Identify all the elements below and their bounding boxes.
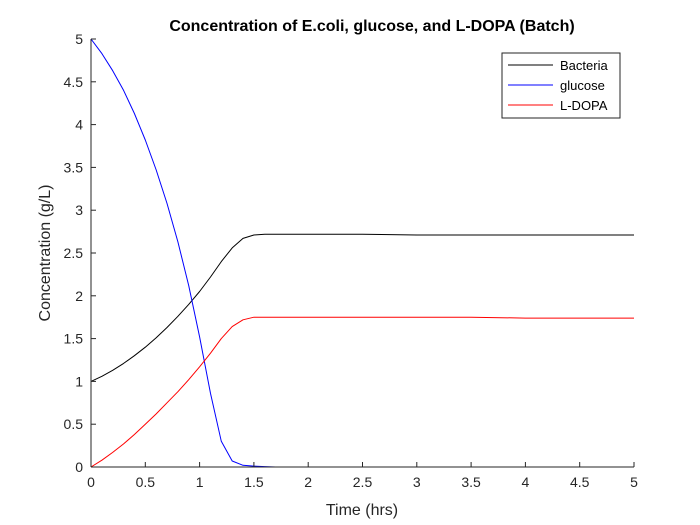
y-tick-label: 0 — [75, 459, 83, 475]
y-tick-label: 2 — [75, 288, 83, 304]
x-tick-label: 1.5 — [244, 474, 264, 490]
x-tick-label: 3 — [413, 474, 421, 490]
legend-label-bacteria: Bacteria — [560, 58, 608, 73]
y-tick-label: 1.5 — [64, 331, 84, 347]
y-axis-label: Concentration (g/L) — [37, 185, 54, 322]
y-tick-label: 2.5 — [64, 245, 84, 261]
x-tick-label: 2.5 — [353, 474, 373, 490]
legend-label-l-dopa: L-DOPA — [560, 98, 608, 113]
x-ticks: 0 0.5 1 1.5 2 2.5 3 3.5 4 4.5 5 — [87, 462, 638, 490]
x-axis-label: Time (hrs) — [326, 502, 398, 519]
series-line-l-dopa — [90, 316, 634, 468]
x-tick-label: 0.5 — [136, 474, 156, 490]
x-tick-label: 4.5 — [570, 474, 590, 490]
series-line-bacteria — [90, 233, 634, 382]
x-tick-label: 1 — [196, 474, 204, 490]
y-ticks: 0 0.5 1 1.5 2 2.5 3 3.5 4 4.5 5 — [64, 31, 96, 475]
legend-label-glucose: glucose — [560, 78, 605, 93]
x-tick-label: 0 — [87, 474, 95, 490]
chart-title: Concentration of E.coli, glucose, and L-… — [169, 18, 574, 35]
y-tick-label: 5 — [75, 31, 83, 47]
y-tick-label: 1 — [75, 373, 83, 389]
y-tick-label: 0.5 — [64, 416, 84, 432]
x-tick-label: 4 — [522, 474, 530, 490]
x-tick-label: 5 — [630, 474, 638, 490]
y-tick-label: 4 — [75, 117, 83, 133]
y-tick-label: 3.5 — [64, 159, 84, 175]
legend: Bacteria glucose L-DOPA — [501, 52, 621, 119]
y-tick-label: 3 — [75, 202, 83, 218]
x-tick-label: 2 — [304, 474, 312, 490]
y-tick-label: 4.5 — [64, 74, 84, 90]
x-tick-label: 3.5 — [461, 474, 481, 490]
